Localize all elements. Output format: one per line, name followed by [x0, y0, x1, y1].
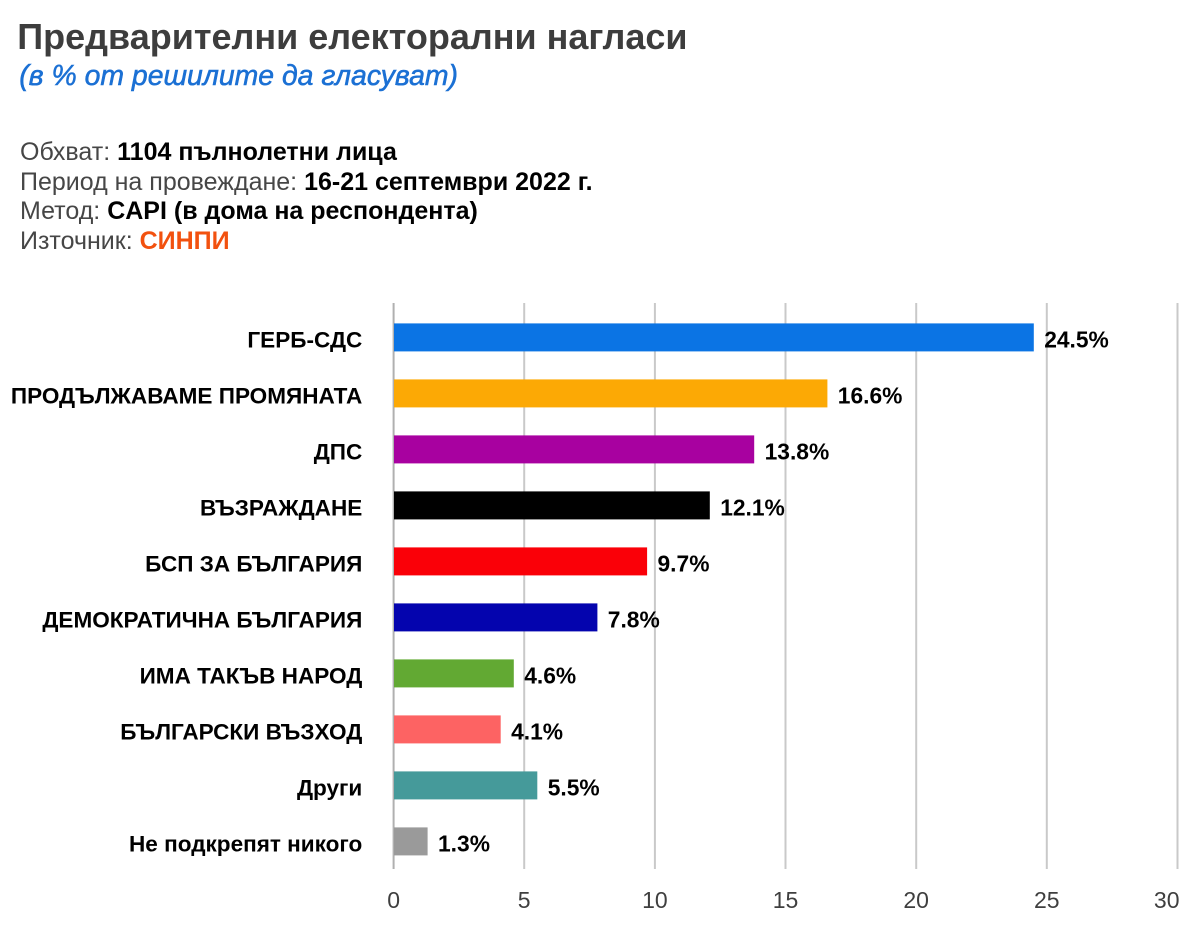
svg-text:30: 30: [1154, 887, 1180, 913]
svg-text:9.7%: 9.7%: [658, 550, 710, 576]
svg-text:ДПС: ДПС: [314, 440, 363, 465]
svg-text:Други: Други: [297, 776, 362, 801]
svg-text:ВЪЗРАЖДАНЕ: ВЪЗРАЖДАНЕ: [200, 496, 362, 521]
svg-text:7.8%: 7.8%: [608, 606, 660, 632]
svg-text:ГЕРБ-СДС: ГЕРБ-СДС: [247, 328, 362, 353]
svg-text:ДЕМОКРАТИЧНА БЪЛГАРИЯ: ДЕМОКРАТИЧНА БЪЛГАРИЯ: [42, 608, 362, 633]
svg-text:БЪЛГАРСКИ ВЪЗХОД: БЪЛГАРСКИ ВЪЗХОД: [120, 720, 362, 745]
svg-text:Не подкрепят никого: Не подкрепят никого: [129, 832, 362, 857]
svg-text:24.5%: 24.5%: [1044, 326, 1109, 352]
svg-text:16.6%: 16.6%: [838, 382, 903, 408]
svg-text:15: 15: [773, 887, 799, 913]
svg-text:ИМА ТАКЪВ НАРОД: ИМА ТАКЪВ НАРОД: [140, 664, 363, 689]
svg-text:ПРОДЪЛЖАВАМЕ ПРОМЯНАТА: ПРОДЪЛЖАВАМЕ ПРОМЯНАТА: [11, 384, 362, 409]
svg-text:20: 20: [903, 887, 929, 913]
svg-text:4.6%: 4.6%: [524, 662, 576, 688]
svg-text:0: 0: [387, 887, 400, 913]
svg-text:5.5%: 5.5%: [548, 774, 600, 800]
svg-text:5: 5: [518, 887, 531, 913]
svg-text:4.1%: 4.1%: [511, 718, 563, 744]
svg-text:БСП ЗА БЪЛГАРИЯ: БСП ЗА БЪЛГАРИЯ: [145, 552, 362, 577]
svg-text:12.1%: 12.1%: [720, 494, 785, 520]
svg-text:1.3%: 1.3%: [438, 830, 490, 856]
svg-text:25: 25: [1034, 887, 1060, 913]
svg-text:10: 10: [642, 887, 668, 913]
svg-text:13.8%: 13.8%: [765, 438, 830, 464]
